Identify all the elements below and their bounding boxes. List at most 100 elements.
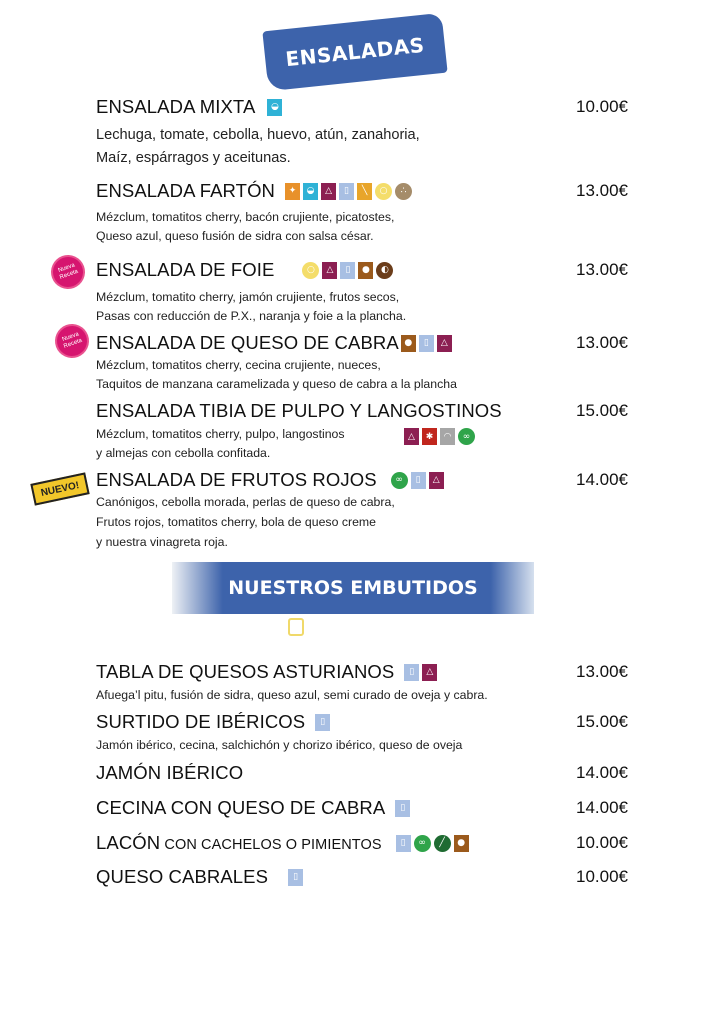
- egg-icon: ◒: [303, 182, 319, 200]
- item-description: Mézclum, tomatitos cherry, cecina crujie…: [96, 358, 381, 372]
- sulphites-icon: △: [436, 334, 452, 352]
- embutidos-title: NUESTROS EMBUTIDOS: [228, 577, 478, 599]
- item-price: 13.00€: [576, 181, 628, 200]
- menu-item-title: ENSALADA DE FOIE ○ △ ▯ ● ◐: [96, 259, 394, 281]
- allergen-icons: ▯: [288, 868, 304, 886]
- sulphites-icon: △: [404, 428, 419, 445]
- mollusc-icon: ◠: [440, 428, 455, 445]
- allergen-icons: ✦ ◒ △ ▯ ╲ ○ ∴: [285, 182, 413, 200]
- item-price: 10.00€: [576, 833, 628, 852]
- item-price: 13.00€: [576, 260, 628, 279]
- crustacean-icon: ✱: [422, 428, 437, 445]
- item-description: Frutos rojos, tomatitos cherry, bola de …: [96, 515, 376, 529]
- menu-item-title: LACÓN CON CACHELOS O PIMIENTOS ▯ ∞ ╱ ●: [96, 832, 469, 854]
- item-description: Queso azul, queso fusión de sidra con sa…: [96, 229, 374, 243]
- milk-icon: ▯: [315, 713, 331, 731]
- milk-icon: ▯: [340, 261, 356, 279]
- item-description: Maíz, espárragos y aceitunas.: [96, 150, 291, 166]
- item-description: Mézclum, tomatito cherry, jamón crujient…: [96, 290, 400, 304]
- sulphites-icon: △: [322, 261, 338, 279]
- allergen-icons: ▯ △: [404, 663, 438, 681]
- item-name: ENSALADA MIXTA: [96, 96, 256, 117]
- item-name: TABLA DE QUESOS ASTURIANOS: [96, 661, 395, 682]
- salads-title: ENSALADAS: [284, 32, 426, 72]
- item-description: Afuega’l pitu, fusión de sidra, queso az…: [96, 688, 488, 702]
- item-name: ENSALADA DE QUESO DE CABRA: [96, 332, 399, 353]
- item-name: ENSALADA TIBIA DE PULPO Y LANGOSTINOS: [96, 400, 502, 421]
- item-name-suffix: CON CACHELOS O PIMIENTOS: [160, 837, 382, 853]
- gluten-icon: ✦: [285, 182, 301, 200]
- item-price: 14.00€: [576, 798, 628, 817]
- celery-icon: ∞: [390, 471, 408, 489]
- mustard-icon: ╲: [357, 182, 373, 200]
- salads-banner: ENSALADAS: [262, 12, 448, 92]
- egg-icon: ◒: [267, 98, 283, 116]
- item-name: ENSALADA FARTÓN: [96, 180, 276, 201]
- menu-item-title: TABLA DE QUESOS ASTURIANOS ▯ △: [96, 661, 438, 683]
- nuts-icon: ●: [400, 334, 416, 352]
- item-name: JAMÓN IBÉRICO: [96, 762, 244, 783]
- sesame-icon: ∴: [395, 182, 413, 200]
- allergen-icons: ● ▯ △: [400, 334, 452, 352]
- new-badge: NUEVO!: [30, 472, 90, 506]
- menu-item-title: ENSALADA DE QUESO DE CABRA ● ▯ △: [96, 332, 452, 354]
- milk-icon: ▯: [395, 834, 411, 852]
- sulphites-icon: △: [321, 182, 337, 200]
- lupin-icon: [288, 618, 304, 636]
- allergen-icons: △ ✱ ◠ ∞: [404, 428, 475, 445]
- item-description: Jamón ibérico, cecina, salchichón y chor…: [96, 738, 463, 752]
- sulphites-icon: △: [428, 471, 444, 489]
- item-description: Taquitos de manzana caramelizada y queso…: [96, 377, 457, 391]
- item-name: QUESO CABRALES: [96, 866, 269, 887]
- item-price: 14.00€: [576, 763, 628, 782]
- item-name: ENSALADA DE FOIE: [96, 259, 275, 280]
- menu-item-title: ENSALADA DE FRUTOS ROJOS ∞ ▯ △: [96, 469, 444, 491]
- nuts-icon: ●: [453, 834, 469, 852]
- allergen-icons: ○ △ ▯ ● ◐: [302, 261, 394, 279]
- sulphites-icon: △: [422, 663, 438, 681]
- menu-item-title: CECINA CON QUESO DE CABRA ▯: [96, 797, 411, 819]
- milk-icon: ▯: [395, 799, 411, 817]
- item-name: CECINA CON QUESO DE CABRA: [96, 797, 386, 818]
- peanut-icon: ◐: [376, 261, 394, 279]
- item-name: SURTIDO DE IBÉRICOS: [96, 711, 306, 732]
- item-price: 13.00€: [576, 662, 628, 681]
- item-price: 15.00€: [576, 712, 628, 731]
- milk-icon: ▯: [404, 663, 420, 681]
- item-description: Canónigos, cebolla morada, perlas de que…: [96, 495, 395, 509]
- menu-item-title: ENSALADA MIXTA ◒: [96, 96, 283, 118]
- item-name: ENSALADA DE FRUTOS ROJOS: [96, 469, 377, 490]
- milk-icon: ▯: [339, 182, 355, 200]
- embutidos-banner: NUESTROS EMBUTIDOS: [172, 562, 534, 614]
- item-description: y almejas con cebolla confitada.: [96, 446, 271, 460]
- lupin-icon: ○: [375, 182, 393, 200]
- mustard-seed-icon: ╱: [433, 834, 451, 852]
- menu-item-title: ENSALADA TIBIA DE PULPO Y LANGOSTINOS: [96, 400, 502, 422]
- item-description: Lechuga, tomate, cebolla, huevo, atún, z…: [96, 127, 420, 143]
- milk-icon: ▯: [418, 334, 434, 352]
- item-price: 15.00€: [576, 401, 628, 420]
- menu-item-title: ENSALADA FARTÓN ✦ ◒ △ ▯ ╲ ○ ∴: [96, 180, 413, 202]
- nuts-icon: ●: [358, 261, 374, 279]
- new-recipe-badge: Nueva Receta: [48, 252, 88, 292]
- allergen-icons: ▯ ∞ ╱ ●: [395, 834, 469, 852]
- allergen-icons: ∞ ▯ △: [390, 471, 444, 489]
- menu-item-title: SURTIDO DE IBÉRICOS ▯: [96, 711, 331, 733]
- item-description: y nuestra vinagreta roja.: [96, 535, 228, 549]
- allergen-icons: ◒: [267, 98, 283, 116]
- milk-icon: ▯: [288, 868, 304, 886]
- menu-item-title: JAMÓN IBÉRICO: [96, 762, 243, 784]
- item-description: Mézclum, tomatitos cherry, bacón crujien…: [96, 210, 395, 224]
- menu-item-title: QUESO CABRALES ▯: [96, 866, 304, 888]
- item-description: Pasas con reducción de P.X., naranja y f…: [96, 309, 407, 323]
- celery-icon: ∞: [458, 428, 475, 445]
- item-name: LACÓN CON CACHELOS O PIMIENTOS: [96, 832, 382, 853]
- item-price: 13.00€: [576, 333, 628, 352]
- new-recipe-badge: Nueva Receta: [52, 321, 92, 361]
- allergen-icons: ▯: [395, 799, 411, 817]
- item-price: 14.00€: [576, 470, 628, 489]
- allergen-icons: ▯: [315, 713, 331, 731]
- item-price: 10.00€: [576, 867, 628, 886]
- milk-icon: ▯: [410, 471, 426, 489]
